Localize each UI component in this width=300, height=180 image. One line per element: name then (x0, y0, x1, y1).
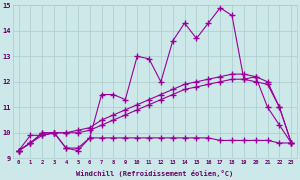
X-axis label: Windchill (Refroidissement éolien,°C): Windchill (Refroidissement éolien,°C) (76, 170, 234, 177)
